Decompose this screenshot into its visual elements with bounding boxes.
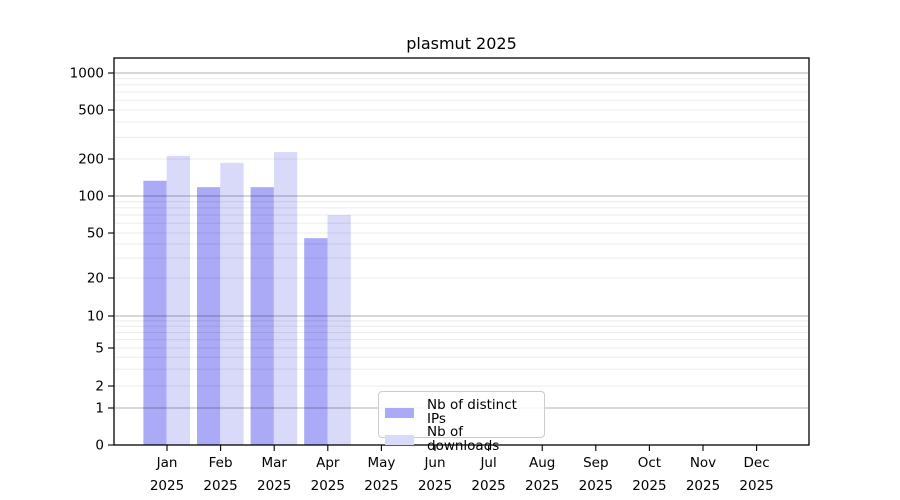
x-tick-year-apr: 2025 — [311, 478, 345, 494]
x-tick-year-nov: 2025 — [686, 478, 720, 494]
x-tick-year-dec: 2025 — [739, 478, 773, 494]
legend-label-distinct-ips: Nb of distinct IPs — [427, 397, 517, 427]
y-tick-label-500: 500 — [78, 103, 104, 119]
x-tick-label-jun: Jun — [423, 455, 445, 471]
x-tick-label-sep: Sep — [583, 455, 608, 471]
y-tick-label-200: 200 — [78, 152, 104, 168]
bar-feb-distinct-ips — [197, 187, 221, 445]
x-tick-year-oct: 2025 — [632, 478, 666, 494]
x-tick-label-feb: Feb — [209, 455, 233, 471]
x-tick-label-may: May — [367, 455, 395, 471]
legend-swatch-distinct-ips — [385, 407, 414, 418]
x-tick-label-aug: Aug — [529, 455, 555, 471]
y-tick-label-50: 50 — [87, 226, 104, 242]
y-tick-label-20: 20 — [87, 271, 104, 287]
plot-frame — [113, 57, 810, 446]
y-tick-label-2: 2 — [95, 379, 104, 395]
x-tick-year-sep: 2025 — [579, 478, 613, 494]
x-tick-year-mar: 2025 — [257, 478, 291, 494]
y-tick-label-1000: 1000 — [70, 66, 104, 82]
x-tick-year-jun: 2025 — [418, 478, 452, 494]
y-tick-label-1: 1 — [95, 401, 104, 417]
x-tick-label-nov: Nov — [690, 455, 716, 471]
x-tick-label-dec: Dec — [744, 455, 770, 471]
bar-jan-downloads — [166, 155, 190, 446]
bar-mar-downloads — [273, 151, 298, 445]
x-tick-year-feb: 2025 — [203, 478, 237, 494]
legend-label-downloads: Nb of downloads — [427, 424, 500, 454]
x-tick-label-apr: Apr — [316, 455, 340, 471]
x-tick-label-jul: Jul — [479, 455, 496, 471]
y-tick-label-10: 10 — [87, 309, 104, 325]
y-tick-label-0: 0 — [95, 438, 104, 454]
bar-apr-downloads — [327, 215, 351, 445]
x-tick-year-jan: 2025 — [150, 478, 184, 494]
bar-feb-downloads — [220, 162, 244, 445]
chart-title: plasmut 2025 — [406, 34, 517, 53]
legend-item-downloads: Nb of downloads — [385, 424, 536, 454]
y-tick-label-100: 100 — [78, 189, 104, 205]
x-tick-year-aug: 2025 — [525, 478, 559, 494]
bar-jan-distinct-ips — [143, 180, 167, 445]
legend: Nb of distinct IPs Nb of downloads — [378, 391, 545, 452]
x-tick-year-jul: 2025 — [471, 478, 505, 494]
x-tick-label-jan: Jan — [156, 455, 178, 471]
x-tick-label-mar: Mar — [261, 455, 287, 471]
legend-swatch-downloads — [385, 434, 414, 445]
bar-apr-distinct-ips — [304, 238, 328, 445]
bar-mar-distinct-ips — [250, 187, 274, 445]
legend-item-distinct-ips: Nb of distinct IPs — [385, 397, 536, 427]
x-tick-label-oct: Oct — [638, 455, 661, 471]
x-tick-year-may: 2025 — [364, 478, 398, 494]
y-tick-label-5: 5 — [95, 341, 104, 357]
